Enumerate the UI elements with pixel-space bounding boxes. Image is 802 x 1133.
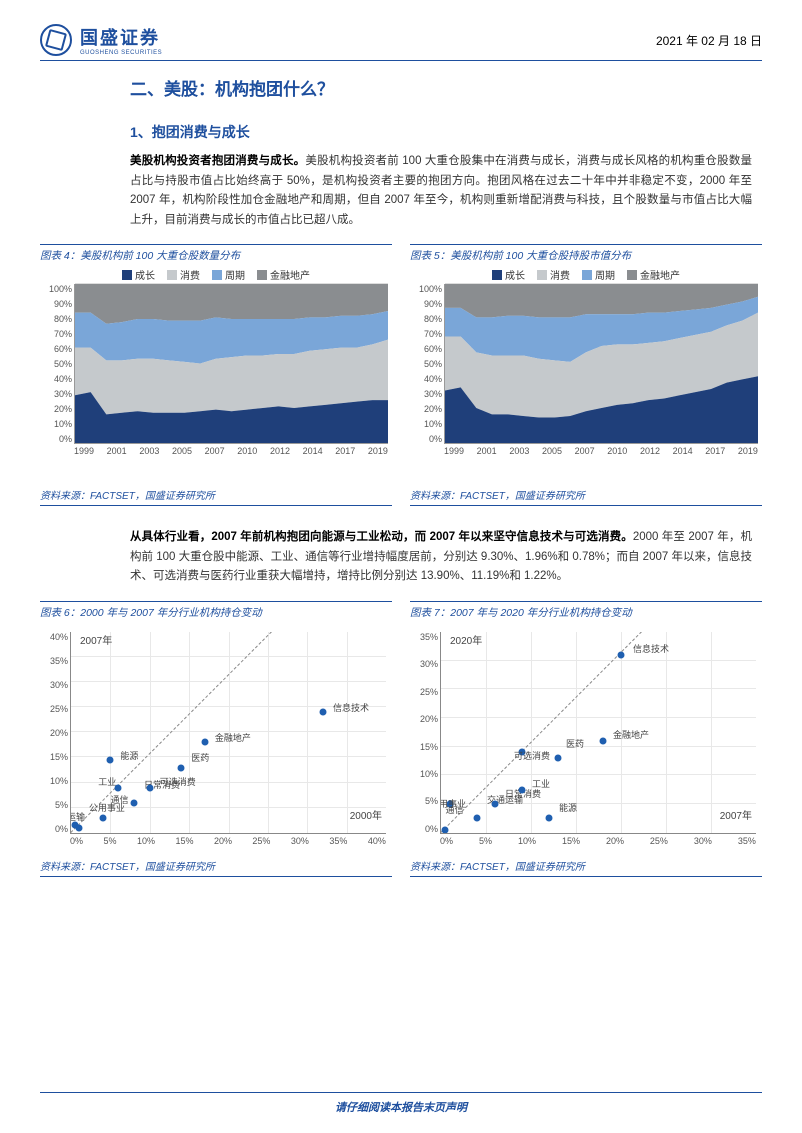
logo-icon <box>40 24 72 56</box>
section-title: 二、美股：机构抱团什么？ <box>130 75 762 100</box>
logo-block: 国盛证券 GUOSHENG SECURITIES <box>40 24 162 56</box>
chart-4-title: 图表 4：美股机构前 100 大重仓股数量分布 <box>40 244 392 263</box>
chart-7: 图表 7：2007 年与 2020 年分行业机构持仓变动 35%30%25%20… <box>410 601 762 877</box>
chart-6: 图表 6：2000 年与 2007 年分行业机构持仓变动 40%35%30%25… <box>40 601 392 877</box>
chart-6-title: 图表 6：2000 年与 2007 年分行业机构持仓变动 <box>40 601 392 620</box>
chart-6-plot: 40%35%30%25%20%15%10%5%0%交通运输公用事业通信能源工业日… <box>40 624 392 856</box>
paragraph-1: 美股机构投资者抱团消费与成长。美股机构投资者前 100 大重仓股集中在消费与成长… <box>130 152 752 230</box>
chart-4-legend: 成长消费周期金融地产 <box>40 267 392 282</box>
chart-6-source: 资料来源：FACTSET，国盛证券研究所 <box>40 858 392 877</box>
chart-5-source: 资料来源：FACTSET，国盛证券研究所 <box>410 487 762 506</box>
chart-4-source: 资料来源：FACTSET，国盛证券研究所 <box>40 487 392 506</box>
charts-row-2: 图表 6：2000 年与 2007 年分行业机构持仓变动 40%35%30%25… <box>40 601 762 877</box>
p2-lead: 从具体行业看，2007 年前机构抱团向能源与工业松动，而 2007 年以来坚守信… <box>130 531 633 543</box>
chart-5-canvas: 成长消费周期金融地产 100%90%80%70%60%50%40%30%20%1… <box>410 267 762 485</box>
chart-7-title: 图表 7：2007 年与 2020 年分行业机构持仓变动 <box>410 601 762 620</box>
charts-row-1: 图表 4：美股机构前 100 大重仓股数量分布 成长消费周期金融地产 100%9… <box>40 244 762 506</box>
report-date: 2021 年 02 月 18 日 <box>656 32 762 49</box>
p1-lead: 美股机构投资者抱团消费与成长。 <box>130 155 305 167</box>
chart-7-source: 资料来源：FACTSET，国盛证券研究所 <box>410 858 762 877</box>
chart-5-title: 图表 5：美股机构前 100 大重仓股持股市值分布 <box>410 244 762 263</box>
logo-text-en: GUOSHENG SECURITIES <box>80 50 162 56</box>
footer-disclaimer: 请仔细阅读本报告末页声明 <box>40 1092 762 1115</box>
chart-4-canvas: 成长消费周期金融地产 100%90%80%70%60%50%40%30%20%1… <box>40 267 392 485</box>
paragraph-2: 从具体行业看，2007 年前机构抱团向能源与工业松动，而 2007 年以来坚守信… <box>130 528 752 587</box>
chart-5-legend: 成长消费周期金融地产 <box>410 267 762 282</box>
page-header: 国盛证券 GUOSHENG SECURITIES 2021 年 02 月 18 … <box>40 24 762 61</box>
chart-5-plot: 100%90%80%70%60%50%40%30%20%10%0%1999200… <box>410 284 762 464</box>
logo-text-cn: 国盛证券 <box>80 24 162 50</box>
chart-5: 图表 5：美股机构前 100 大重仓股持股市值分布 成长消费周期金融地产 100… <box>410 244 762 506</box>
subsection-title: 1、抱团消费与成长 <box>130 122 762 142</box>
chart-7-plot: 35%30%25%20%15%10%5%0%通信公用事业交通运输日常消费可选消费… <box>410 624 762 856</box>
chart-4: 图表 4：美股机构前 100 大重仓股数量分布 成长消费周期金融地产 100%9… <box>40 244 392 506</box>
chart-4-plot: 100%90%80%70%60%50%40%30%20%10%0%1999200… <box>40 284 392 464</box>
